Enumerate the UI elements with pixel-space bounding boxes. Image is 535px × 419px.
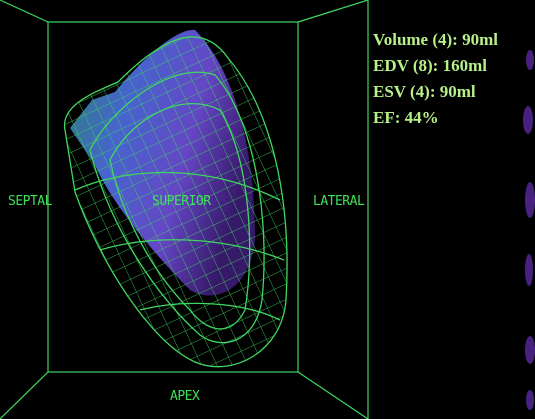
measurement: EDV (8): 160ml <box>373 56 487 75</box>
measurement: EF: 44% <box>373 108 439 127</box>
apex-label: APEX <box>170 389 200 404</box>
measurement: Volume (4): 90ml <box>373 30 498 49</box>
septal-label: SEPTAL <box>8 194 53 209</box>
lateral-label: LATERAL <box>313 194 365 209</box>
page: SEPTAL SUPERIOR LATERAL APEX Volume (4):… <box>0 0 535 419</box>
superior-label: SUPERIOR <box>152 194 211 209</box>
echo-view: SEPTAL SUPERIOR LATERAL APEX Volume (4):… <box>0 0 535 419</box>
measurement: ESV (4): 90ml <box>373 82 476 101</box>
